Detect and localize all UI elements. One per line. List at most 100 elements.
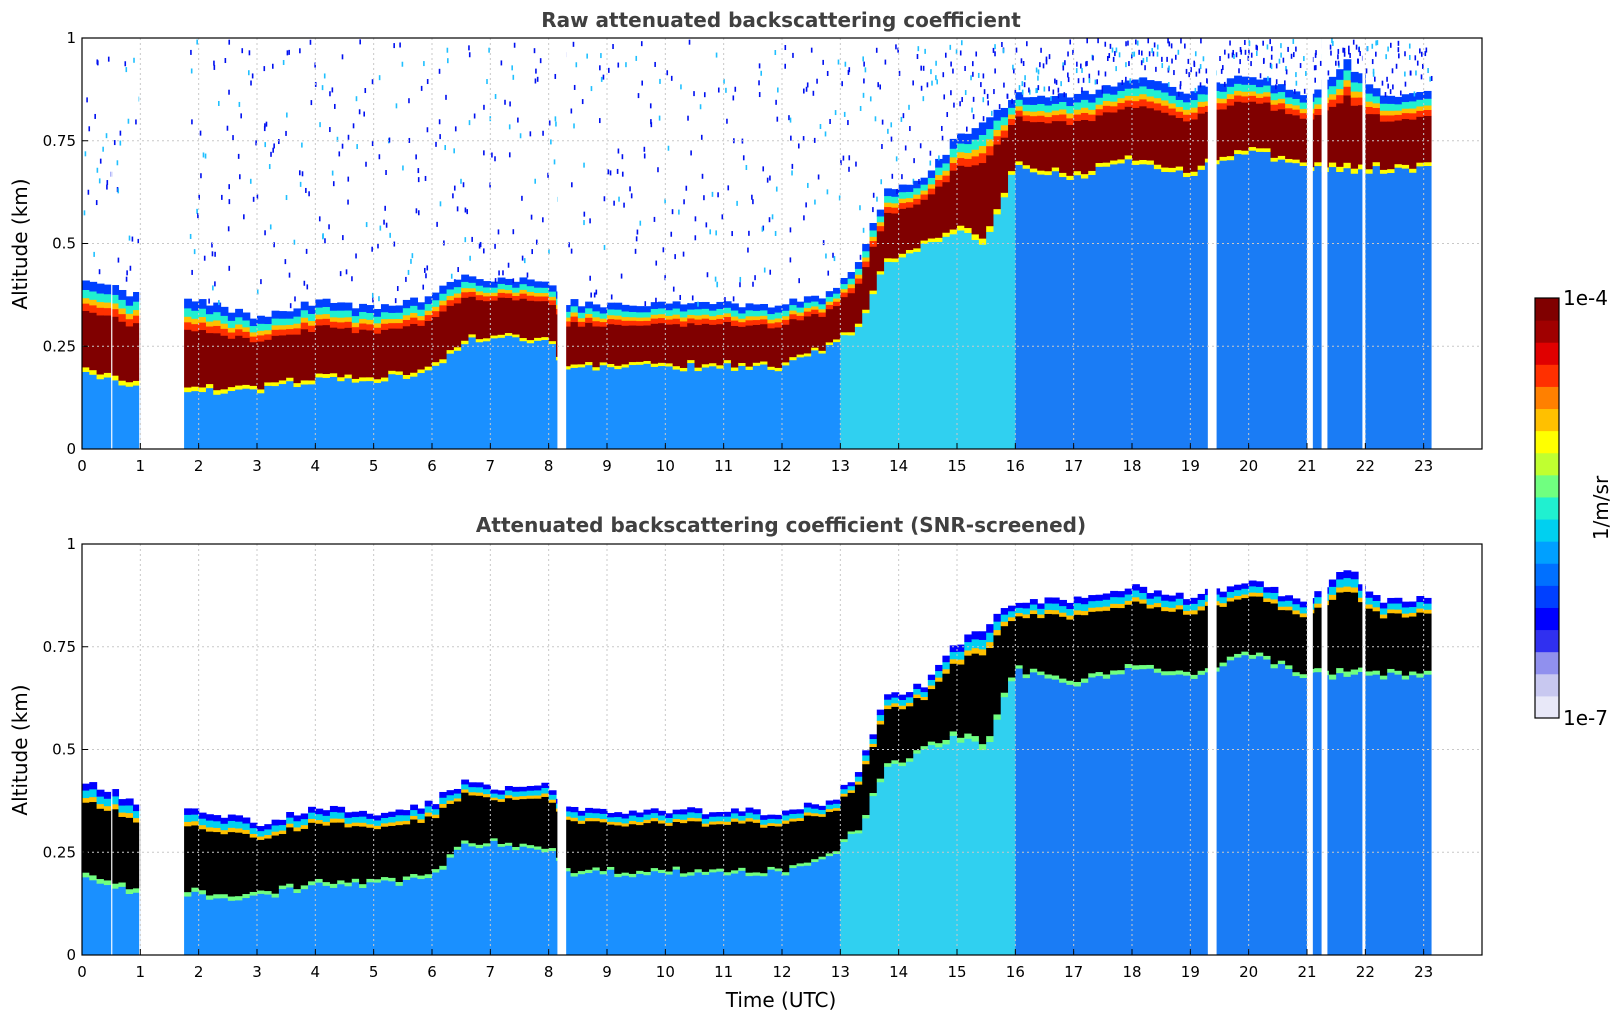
heatmap-cell-below <box>782 875 790 955</box>
heatmap-cell-below <box>308 383 316 449</box>
heatmap-noise <box>1270 46 1273 52</box>
heatmap-cell-layer <box>782 310 790 317</box>
heatmap-noise <box>1224 49 1226 55</box>
heatmap-cell-layer <box>402 823 411 877</box>
heatmap-cell-below <box>854 326 863 449</box>
heatmap-cell-layer <box>1073 170 1082 176</box>
heatmap-cell-layer <box>286 812 295 818</box>
heatmap-cell-layer <box>869 734 878 740</box>
y-tick-label: 0 <box>66 440 76 458</box>
heatmap-cell-layer <box>235 335 244 386</box>
heatmap-cell-layer <box>322 306 331 315</box>
heatmap-cell-below <box>1401 679 1410 955</box>
heatmap-noise <box>1115 47 1118 53</box>
heatmap-cell-layer <box>1219 109 1228 157</box>
heatmap-cell-layer <box>235 832 244 897</box>
heatmap-cell-layer <box>1183 93 1191 103</box>
heatmap-cell-layer <box>541 281 550 288</box>
heatmap-noise <box>950 61 952 67</box>
heatmap-cell-layer <box>614 825 623 874</box>
heatmap-noise <box>494 156 496 162</box>
heatmap-cell-layer <box>621 316 630 321</box>
heatmap-cell-layer <box>96 315 105 375</box>
heatmap-cell-layer <box>1336 667 1345 674</box>
x-tick-label: 16 <box>1006 457 1025 475</box>
heatmap-noise <box>920 85 923 91</box>
heatmap-cell-layer <box>1328 85 1337 95</box>
heatmap-noise <box>725 87 727 93</box>
heatmap-cell-layer <box>1080 614 1089 679</box>
heatmap-noise <box>331 170 334 176</box>
heatmap-noise <box>102 146 104 152</box>
heatmap-cell-below <box>271 897 280 955</box>
heatmap-cell-layer <box>227 312 236 321</box>
heatmap-noise <box>832 252 834 258</box>
x-tick-label: 21 <box>1297 457 1316 475</box>
heatmap-cell-below <box>1190 175 1199 449</box>
heatmap-noise <box>521 195 523 201</box>
heatmap-cell-layer <box>1226 105 1235 157</box>
heatmap-cell-layer <box>658 362 666 367</box>
heatmap-noise <box>402 165 404 171</box>
heatmap-cell-layer <box>315 823 324 879</box>
heatmap-cell-layer <box>1153 103 1162 111</box>
heatmap-cell-layer <box>1423 670 1432 675</box>
heatmap-cell-layer <box>949 651 958 660</box>
heatmap-cell-layer <box>257 341 265 390</box>
heatmap-cell-layer <box>344 321 353 328</box>
heatmap-cell-layer <box>461 274 470 282</box>
heatmap-cell-below <box>650 870 659 955</box>
heatmap-cell-below <box>927 241 936 449</box>
heatmap-cell-layer <box>1197 101 1206 107</box>
heatmap-noise <box>1174 54 1177 60</box>
heatmap-cell-layer <box>1401 601 1410 608</box>
heatmap-cell-layer <box>1387 609 1396 614</box>
heatmap-cell-below <box>1299 165 1308 449</box>
heatmap-cell-layer <box>1102 606 1111 611</box>
heatmap-cell-layer <box>1416 601 1425 609</box>
heatmap-cell-layer <box>264 890 273 895</box>
heatmap-noise <box>826 189 829 195</box>
heatmap-cell-layer <box>709 310 717 317</box>
heatmap-cell-layer <box>490 292 499 297</box>
heatmap-cell-layer <box>1059 101 1067 110</box>
heatmap-cell-layer <box>709 315 717 320</box>
heatmap-noise <box>1156 44 1159 50</box>
heatmap-cell-layer <box>825 808 834 812</box>
heatmap-cell-layer <box>1029 609 1038 615</box>
heatmap-cell-layer <box>1277 102 1286 110</box>
heatmap-cell-layer <box>971 647 980 654</box>
heatmap-cell-layer <box>329 822 338 884</box>
heatmap-cell-below <box>789 867 798 955</box>
heatmap-cell-layer <box>1234 95 1242 102</box>
heatmap-cell-layer <box>468 276 477 283</box>
heatmap-cell-below <box>592 870 601 955</box>
heatmap-cell-layer <box>1248 95 1257 102</box>
heatmap-noise <box>1193 60 1195 66</box>
heatmap-cell-layer <box>1241 583 1250 589</box>
heatmap-cell-layer <box>89 369 98 375</box>
heatmap-cell-layer <box>1146 107 1155 161</box>
heatmap-noise <box>1293 89 1296 95</box>
heatmap-noise <box>891 173 894 179</box>
heatmap-noise <box>1275 84 1277 90</box>
heatmap-cell-layer <box>497 790 506 795</box>
heatmap-cell-layer <box>1117 591 1126 598</box>
heatmap-cell-layer <box>1270 599 1279 604</box>
heatmap-noise <box>86 97 88 103</box>
heatmap-cell-layer <box>541 782 550 788</box>
heatmap-cell-below <box>315 377 324 449</box>
heatmap-cell-layer <box>920 194 929 200</box>
heatmap-cell-layer <box>1423 115 1432 163</box>
heatmap-cell-layer <box>103 315 112 373</box>
heatmap-cell-layer <box>738 326 747 364</box>
heatmap-cell-layer <box>1336 102 1345 167</box>
heatmap-cell-below <box>359 887 367 955</box>
heatmap-cell-layer <box>1161 112 1170 168</box>
heatmap-cell-layer <box>359 329 367 378</box>
heatmap-cell-layer <box>519 790 528 797</box>
heatmap-cell-layer <box>198 308 207 318</box>
heatmap-noise <box>399 42 401 48</box>
heatmap-cell-layer <box>184 307 192 317</box>
heatmap-cell-layer <box>709 816 717 822</box>
